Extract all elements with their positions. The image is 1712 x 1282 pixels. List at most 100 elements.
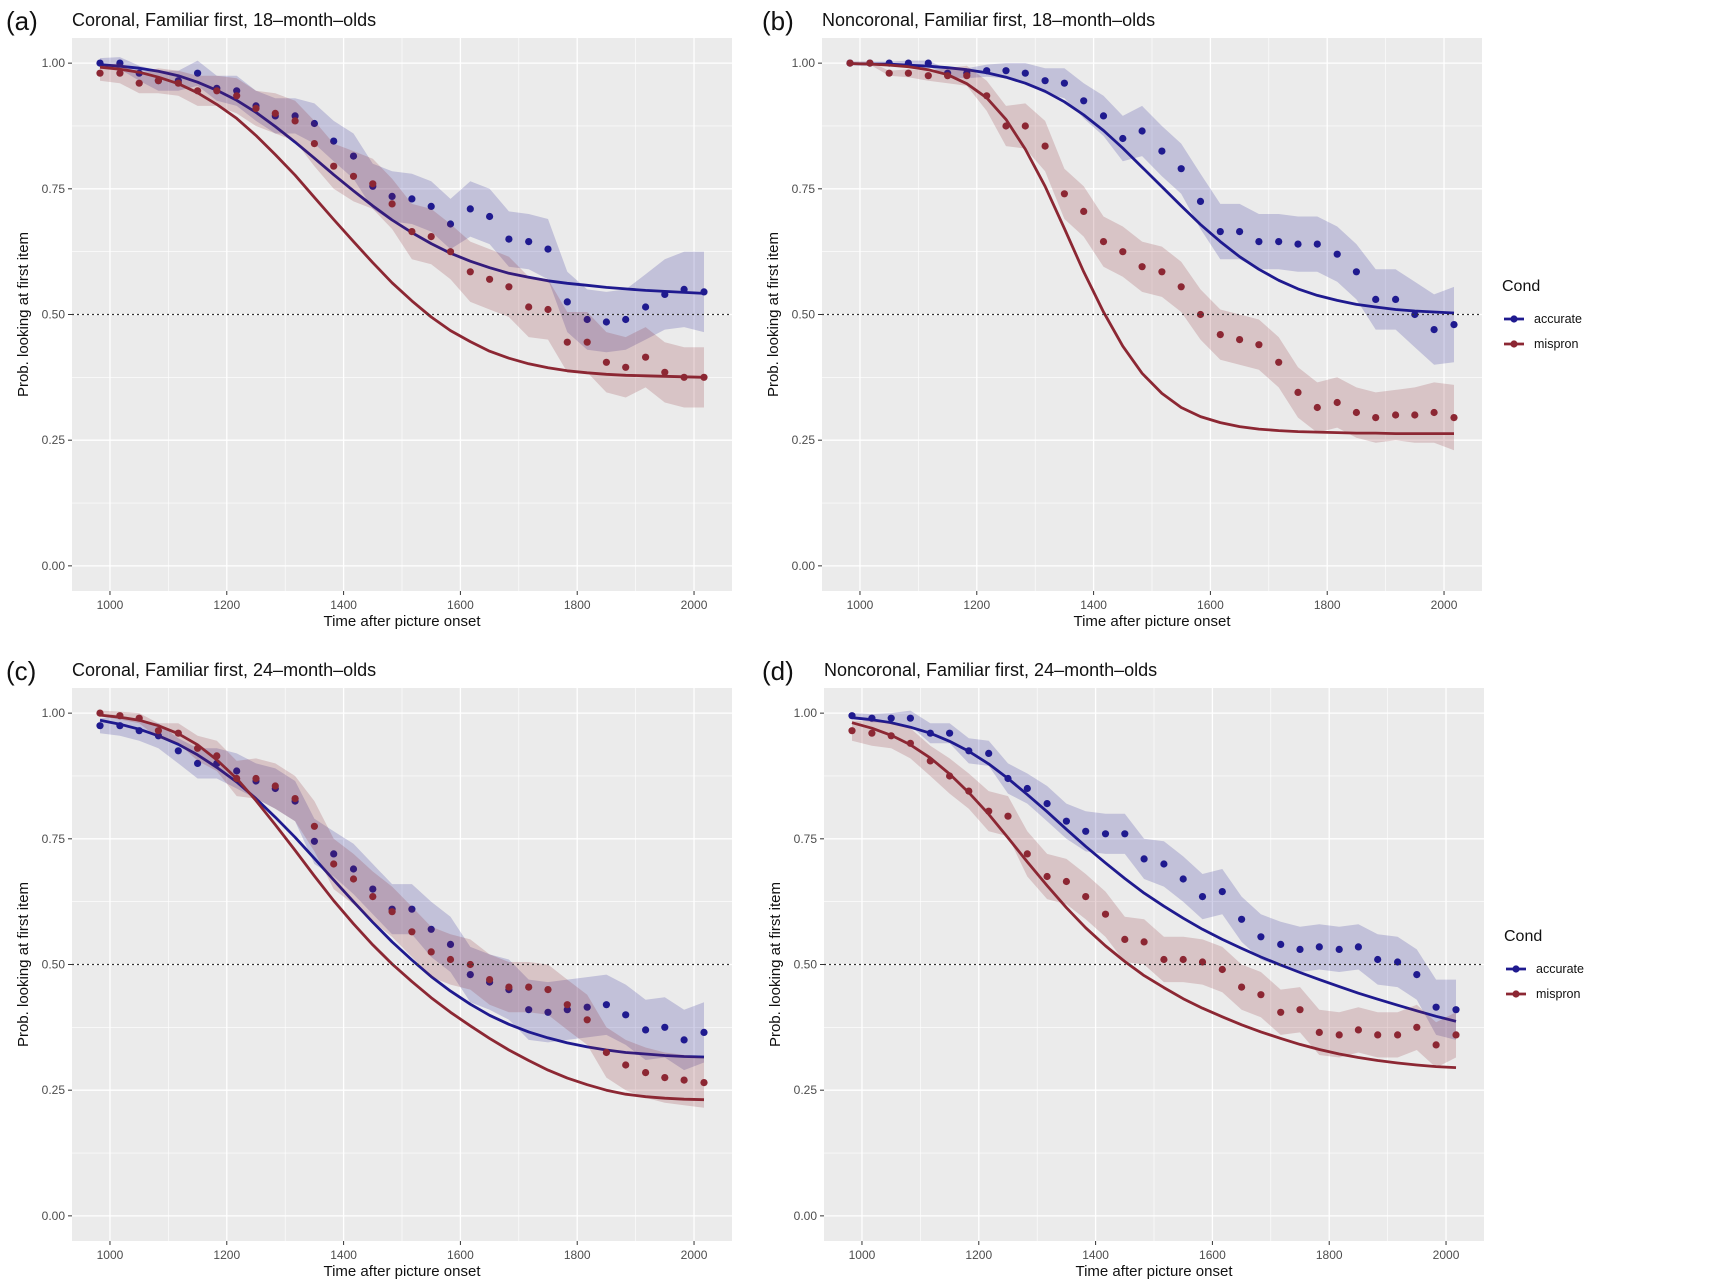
data-point-accurate xyxy=(563,1006,571,1014)
data-point-mispron xyxy=(271,109,279,117)
x-tick-label: 2000 xyxy=(681,1248,708,1262)
data-point-accurate xyxy=(642,1026,650,1034)
data-point-mispron xyxy=(700,1079,708,1087)
data-point-accurate xyxy=(525,1006,533,1014)
legend-key-point-accurate xyxy=(1512,965,1520,973)
data-point-mispron xyxy=(963,72,971,80)
data-point-accurate xyxy=(1335,945,1343,954)
x-axis-title: Time after picture onset xyxy=(323,613,481,630)
data-point-mispron xyxy=(505,983,513,991)
data-point-accurate xyxy=(1392,295,1400,303)
y-tick-label: 0.75 xyxy=(792,182,816,196)
y-tick-label: 0.00 xyxy=(42,1209,66,1223)
data-point-mispron xyxy=(213,752,221,760)
data-point-accurate xyxy=(1413,971,1421,979)
data-point-accurate xyxy=(1313,240,1321,248)
confidence-ribbon-accurate xyxy=(850,60,1454,365)
data-point-accurate xyxy=(1177,165,1185,173)
data-point-accurate xyxy=(135,727,143,735)
y-tick-label: 0.50 xyxy=(42,958,66,972)
x-tick-label: 2000 xyxy=(1431,598,1458,612)
x-tick-label: 1600 xyxy=(447,1248,474,1262)
data-point-accurate xyxy=(1021,69,1029,77)
data-point-mispron xyxy=(866,59,874,67)
x-tick-label: 1400 xyxy=(330,598,357,612)
data-point-mispron xyxy=(135,714,143,722)
data-point-mispron xyxy=(1430,408,1438,417)
series-mispron xyxy=(846,59,1458,451)
data-point-accurate xyxy=(154,732,162,740)
data-point-accurate xyxy=(466,971,474,979)
data-point-mispron xyxy=(466,268,474,276)
data-point-accurate xyxy=(1236,228,1244,236)
data-point-mispron xyxy=(1275,358,1283,366)
data-point-mispron xyxy=(446,955,455,964)
legend-key-point-accurate xyxy=(1510,315,1518,323)
data-point-accurate xyxy=(310,119,318,128)
x-tick-label: 1000 xyxy=(847,598,874,612)
data-point-mispron xyxy=(1450,414,1458,422)
data-point-mispron xyxy=(174,729,182,737)
legend-label-accurate: accurate xyxy=(1534,312,1582,326)
panel-letter: (b) xyxy=(762,6,794,36)
data-point-mispron xyxy=(1080,207,1088,215)
panel-a: (a) Coronal, Familiar first, 18–month–old… xyxy=(6,6,732,630)
data-point-mispron xyxy=(642,353,650,361)
panel-letter: (a) xyxy=(6,6,38,36)
data-point-mispron xyxy=(1452,1031,1460,1039)
data-point-accurate xyxy=(1257,933,1265,941)
data-point-mispron xyxy=(946,772,954,780)
data-point-mispron xyxy=(116,69,124,77)
data-point-accurate xyxy=(924,59,932,67)
data-point-mispron xyxy=(233,92,241,100)
data-point-mispron xyxy=(466,960,474,969)
data-point-mispron xyxy=(194,744,202,752)
data-point-mispron xyxy=(965,787,973,795)
data-point-mispron xyxy=(983,92,991,100)
data-point-accurate xyxy=(116,722,124,730)
confidence-ribbon-accurate xyxy=(100,715,704,1071)
data-point-mispron xyxy=(1119,248,1127,256)
data-point-accurate xyxy=(1101,830,1110,838)
data-point-mispron xyxy=(174,79,182,87)
data-point-accurate xyxy=(1002,67,1010,75)
data-point-mispron xyxy=(1140,938,1148,946)
x-tick-label: 2000 xyxy=(1433,1248,1460,1262)
data-point-mispron xyxy=(427,948,435,956)
data-point-accurate xyxy=(661,1023,669,1031)
y-axis-title: Prob. looking at first item xyxy=(765,232,782,397)
x-tick-label: 1800 xyxy=(1314,598,1341,612)
x-tick-label: 1600 xyxy=(1197,598,1224,612)
data-point-accurate xyxy=(868,714,876,722)
data-point-mispron xyxy=(194,87,202,95)
data-point-accurate xyxy=(622,1011,630,1019)
y-tick-label: 0.75 xyxy=(42,832,66,846)
y-tick-label: 0.50 xyxy=(42,308,66,322)
data-point-mispron xyxy=(1313,403,1321,412)
y-tick-label: 1.00 xyxy=(794,706,818,720)
data-point-mispron xyxy=(1179,955,1187,964)
panel-title: Coronal, Familiar first, 18–month–olds xyxy=(72,10,376,30)
data-point-mispron xyxy=(291,795,299,803)
data-point-mispron xyxy=(310,822,318,830)
data-point-mispron xyxy=(944,72,952,80)
data-point-accurate xyxy=(408,905,416,913)
x-tick-label: 1200 xyxy=(963,598,990,612)
data-point-accurate xyxy=(1198,893,1207,901)
panel-c: (c) Coronal, Familiar first, 24–month–old… xyxy=(6,656,732,1280)
y-tick-label: 0.00 xyxy=(794,1209,818,1223)
data-point-accurate xyxy=(1432,1003,1440,1011)
data-point-mispron xyxy=(1004,812,1012,820)
data-point-accurate xyxy=(446,940,455,949)
data-point-accurate xyxy=(466,205,474,213)
y-tick-label: 0.25 xyxy=(42,1083,66,1097)
y-tick-label: 1.00 xyxy=(792,56,816,70)
data-point-accurate xyxy=(1450,321,1458,329)
data-point-accurate xyxy=(700,1028,708,1036)
panel-letter: (d) xyxy=(762,656,794,686)
data-point-mispron xyxy=(369,893,377,901)
data-point-mispron xyxy=(1198,958,1207,966)
data-point-mispron xyxy=(563,1001,571,1009)
data-point-accurate xyxy=(1352,268,1360,276)
data-point-accurate xyxy=(194,69,202,77)
